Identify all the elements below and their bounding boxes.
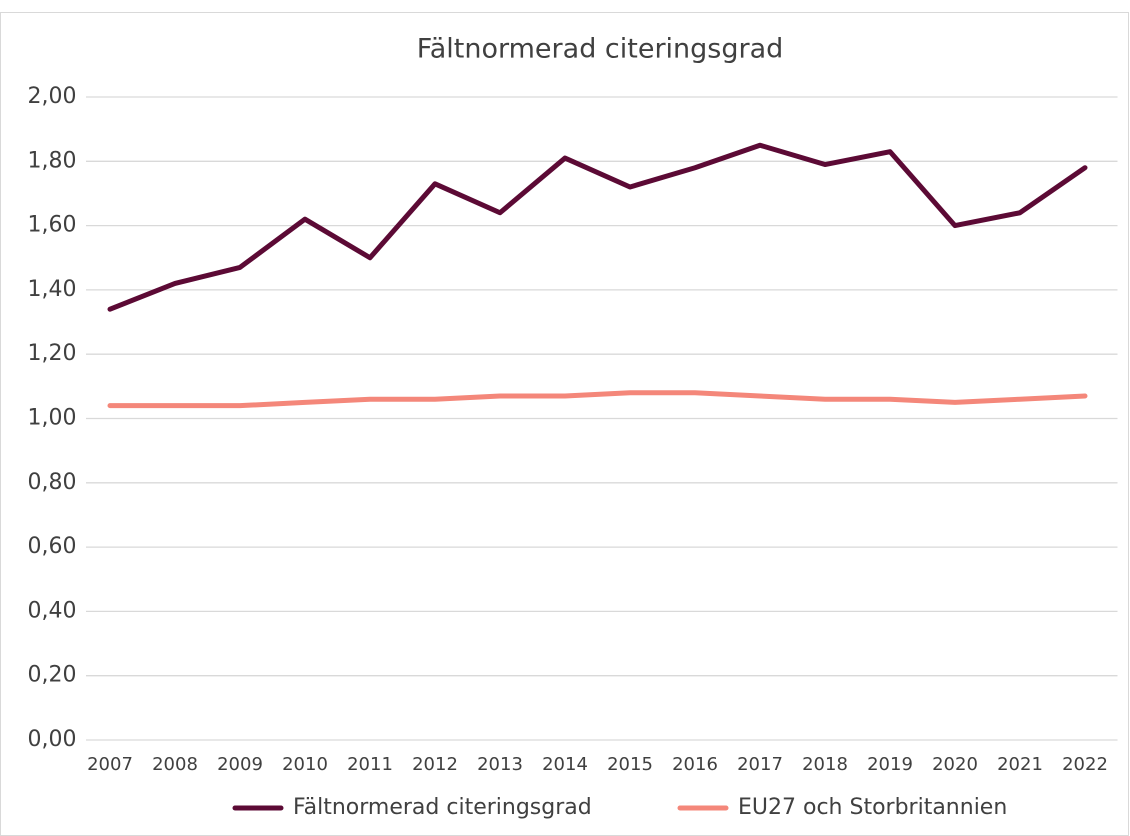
x-tick-label: 2007	[87, 754, 133, 775]
legend-label: EU27 och Storbritannien	[738, 795, 1007, 820]
legend-label: Fältnormerad citeringsgrad	[293, 795, 592, 820]
y-tick-label: 1,80	[28, 148, 77, 173]
x-tick-label: 2015	[607, 754, 653, 775]
y-tick-label: 2,00	[28, 84, 77, 109]
y-tick-label: 0,00	[28, 727, 77, 752]
y-tick-label: 1,20	[28, 341, 77, 366]
x-tick-label: 2012	[412, 754, 458, 775]
x-tick-label: 2021	[997, 754, 1043, 775]
x-tick-label: 2010	[282, 754, 328, 775]
x-tick-label: 2019	[867, 754, 913, 775]
x-tick-label: 2016	[672, 754, 718, 775]
y-tick-label: 0,60	[28, 534, 77, 559]
x-tick-label: 2014	[542, 754, 588, 775]
x-tick-label: 2018	[802, 754, 848, 775]
series-line	[107, 142, 1088, 312]
y-tick-label: 0,20	[28, 663, 77, 688]
chart-title: Fältnormerad citeringsgrad	[417, 34, 784, 65]
chart-border	[0, 12, 1129, 836]
x-tick-label: 2008	[152, 754, 198, 775]
series-line	[107, 390, 1088, 409]
x-tick-label: 2022	[1062, 754, 1108, 775]
y-tick-label: 0,80	[28, 470, 77, 495]
x-tick-label: 2020	[932, 754, 978, 775]
y-tick-label: 1,40	[28, 277, 77, 302]
y-tick-label: 0,40	[28, 598, 77, 623]
x-tick-label: 2017	[737, 754, 783, 775]
x-tick-label: 2011	[347, 754, 393, 775]
x-tick-label: 2013	[477, 754, 523, 775]
x-tick-label: 2009	[217, 754, 263, 775]
y-tick-label: 1,60	[28, 213, 77, 238]
y-tick-label: 1,00	[28, 406, 77, 431]
